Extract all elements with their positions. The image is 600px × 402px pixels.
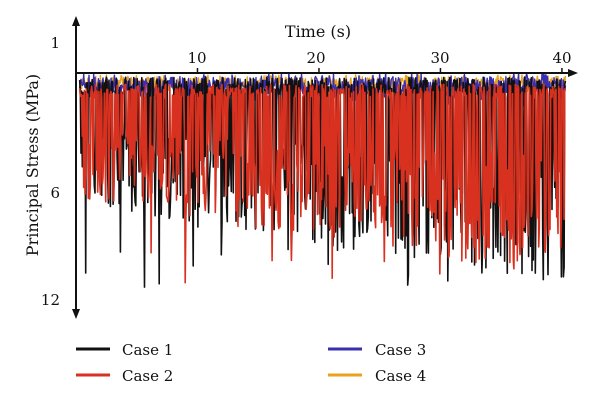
legend: Case 1 Case 2 Case 3 Case 4: [76, 341, 426, 385]
x-tick-label: 30: [430, 49, 449, 67]
series-line-case-2: [78, 83, 567, 284]
x-tick-label: 10: [187, 49, 206, 67]
y-tick-label: 1: [50, 34, 60, 52]
y-axis-title: Principal Stress (MPa): [23, 74, 42, 256]
x-axis-arrow: [568, 69, 578, 77]
legend-label-case-4: Case 4: [375, 367, 426, 385]
series-layer: [78, 71, 567, 288]
legend-label-case-3: Case 3: [375, 341, 426, 359]
x-tick-label: 40: [552, 49, 571, 67]
y-axis-arrow-top: [72, 16, 80, 26]
legend-label-case-2: Case 2: [122, 367, 173, 385]
x-tick-label: 20: [306, 49, 325, 67]
tick-labels: 10 20 30 40 1 6 12: [41, 34, 572, 309]
y-axis-arrow-bottom: [72, 309, 80, 319]
legend-label-case-1: Case 1: [122, 341, 173, 359]
axes: [72, 16, 578, 319]
x-axis-title: Time (s): [285, 22, 351, 41]
y-tick-label: 6: [50, 184, 60, 202]
y-tick-label: 12: [41, 291, 60, 309]
tick-marks: [196, 68, 563, 73]
